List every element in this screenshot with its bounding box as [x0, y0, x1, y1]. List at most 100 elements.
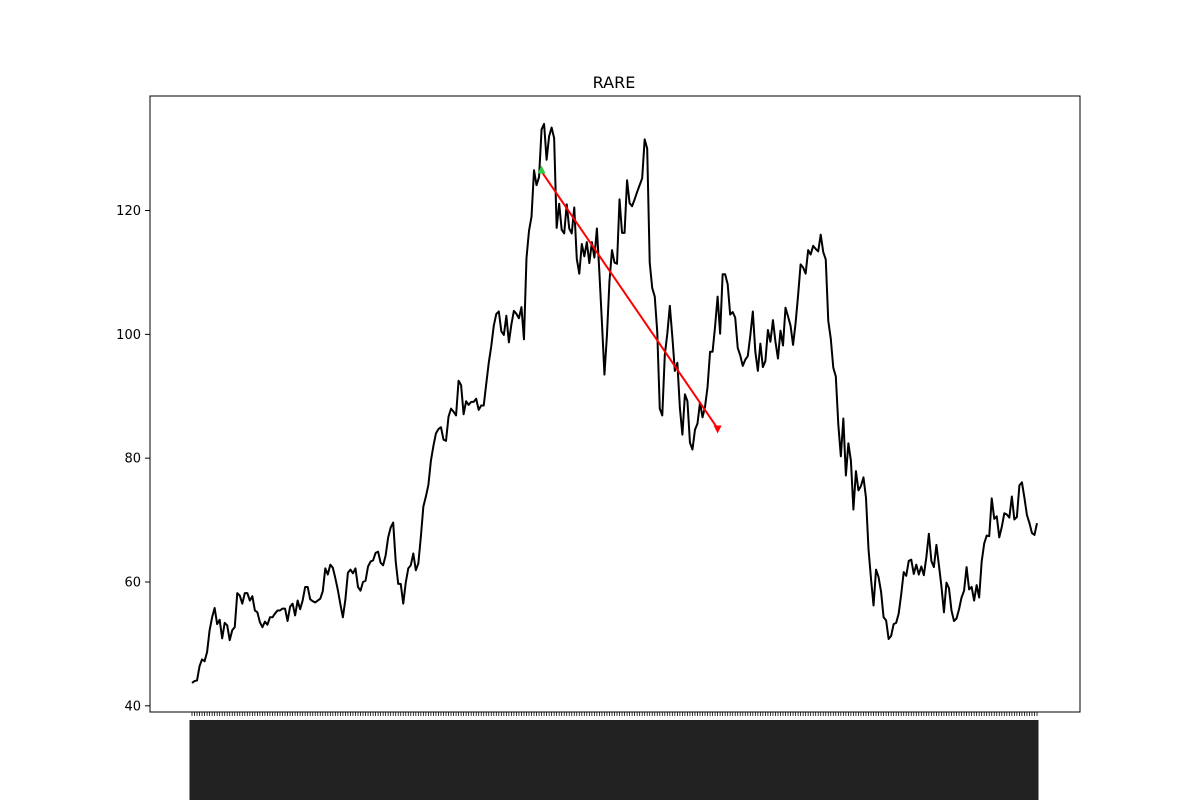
x-tick-label-mark [335, 720, 340, 800]
x-tick-label-mark [418, 720, 423, 800]
x-tick-label-mark [229, 720, 234, 800]
x-tick-label-mark [471, 720, 476, 800]
x-tick-label-mark [378, 720, 383, 800]
x-tick-label-mark [292, 720, 297, 800]
x-tick-label-mark [440, 720, 445, 800]
x-tick-label-mark [906, 720, 911, 800]
x-tick-label-mark [637, 720, 642, 800]
x-tick-label-mark [855, 720, 860, 800]
x-tick-label-mark [521, 720, 526, 800]
x-tick-label-mark [798, 720, 803, 800]
x-tick-label-mark [956, 720, 961, 800]
y-axis: 40 60 80 100 120 [116, 204, 150, 714]
x-tick-label-mark [325, 720, 330, 800]
x-tick-label-mark [639, 720, 644, 800]
x-tick-label-mark [720, 720, 725, 800]
y-tick-label: 80 [124, 452, 141, 467]
x-tick-label-mark [307, 720, 312, 800]
x-tick-label-mark [818, 720, 823, 800]
x-tick-label-mark [259, 720, 264, 800]
x-tick-label-mark [327, 720, 332, 800]
x-tick-label-mark [300, 720, 305, 800]
x-tick-label-mark [466, 720, 471, 800]
x-tick-label-mark [1034, 720, 1039, 800]
x-tick-label-mark [770, 720, 775, 800]
x-tick-label-mark [674, 720, 679, 800]
x-tick-label-mark [863, 720, 868, 800]
x-tick-label-mark [393, 720, 398, 800]
x-tick-label-mark [923, 720, 928, 800]
x-tick-label-mark [903, 720, 908, 800]
x-tick-label-mark [430, 720, 435, 800]
x-tick-label-mark [823, 720, 828, 800]
x-tick-label-mark [936, 720, 941, 800]
x-tick-label-mark [800, 720, 805, 800]
x-tick-label-mark [694, 720, 699, 800]
x-tick-label-mark [599, 720, 604, 800]
x-tick-label-mark [526, 720, 531, 800]
x-axis [189, 712, 1039, 800]
x-tick-label-mark [310, 720, 315, 800]
x-tick-label-mark [1004, 720, 1009, 800]
x-tick-label-mark [237, 720, 242, 800]
x-tick-label-mark [913, 720, 918, 800]
x-tick-label-mark [340, 720, 345, 800]
series-layer [191, 122, 1038, 684]
x-tick-label-mark [876, 720, 881, 800]
x-tick-label-mark [815, 720, 820, 800]
x-tick-label-mark [234, 720, 239, 800]
x-tick-label-mark [368, 720, 373, 800]
x-tick-label-mark [438, 720, 443, 800]
x-tick-label-mark [808, 720, 813, 800]
x-tick-label-mark [629, 720, 634, 800]
x-tick-label-mark [496, 720, 501, 800]
x-tick-label-mark [461, 720, 466, 800]
x-tick-label-mark [740, 720, 745, 800]
x-tick-label-mark [536, 720, 541, 800]
x-tick-label-mark [446, 720, 451, 800]
x-tick-label-mark [252, 720, 257, 800]
x-tick-label-mark [612, 720, 616, 800]
x-tick-label-mark [272, 720, 277, 800]
x-tick-label-mark [217, 720, 222, 800]
x-tick-label-mark [662, 720, 667, 800]
y-tick-label: 100 [116, 328, 141, 343]
x-tick-label-mark [287, 720, 292, 800]
x-tick-label-mark [634, 720, 639, 800]
x-tick-label-mark [644, 720, 649, 800]
x-tick-label-mark [1026, 720, 1031, 800]
x-tick-label-mark [757, 720, 762, 800]
x-tick-label-mark [468, 720, 473, 800]
x-tick-label-mark [654, 720, 659, 800]
x-tick-label-mark [1031, 720, 1036, 800]
x-tick-label-mark [486, 720, 491, 800]
x-tick-label-mark [657, 720, 662, 800]
x-tick-label-mark [561, 720, 566, 800]
x-tick-label-mark [752, 720, 757, 800]
x-tick-label-mark [516, 720, 521, 800]
x-tick-label-mark [840, 720, 845, 800]
x-tick-label-mark [702, 720, 707, 800]
x-tick-label-mark [750, 720, 755, 800]
x-tick-label-mark [717, 720, 722, 800]
x-tick-label-mark [254, 720, 259, 800]
x-tick-label-mark [850, 720, 855, 800]
x-tick-label-mark [551, 720, 556, 800]
chart-title: RARE [593, 73, 636, 92]
x-tick-label-mark [1021, 720, 1026, 800]
x-tick-label-mark [828, 720, 833, 800]
x-tick-label-mark [715, 720, 720, 800]
x-tick-label-mark [1014, 720, 1019, 800]
x-tick-label-mark [601, 720, 606, 800]
x-tick-label-mark [425, 720, 430, 800]
x-tick-label-mark [669, 720, 674, 800]
x-tick-label-mark [984, 720, 989, 800]
x-tick-label-mark [239, 720, 244, 800]
x-tick-label-mark [591, 720, 596, 800]
x-tick-label-mark [760, 720, 765, 800]
x-tick-label-mark [554, 720, 559, 800]
x-tick-label-mark [783, 720, 788, 800]
x-tick-label-mark [617, 720, 622, 800]
x-tick-label-mark [722, 720, 727, 800]
